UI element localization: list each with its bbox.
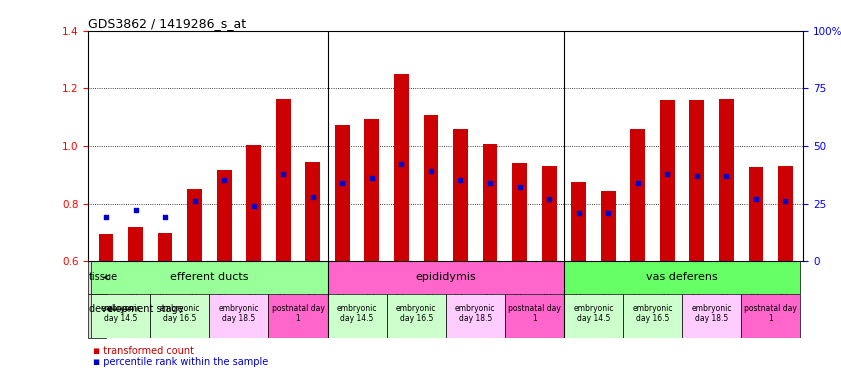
Bar bbox=[660, 101, 674, 261]
Bar bbox=[542, 166, 557, 261]
Text: postnatal day
1: postnatal day 1 bbox=[744, 304, 797, 323]
Bar bbox=[453, 129, 468, 261]
Bar bbox=[387, 294, 446, 338]
Point bbox=[247, 203, 261, 209]
Point bbox=[542, 196, 556, 202]
Text: vas deferens: vas deferens bbox=[646, 272, 718, 283]
Bar bbox=[268, 294, 328, 338]
Point bbox=[365, 175, 378, 181]
Bar bbox=[682, 294, 741, 338]
Point bbox=[631, 180, 644, 186]
Point bbox=[513, 184, 526, 190]
Point bbox=[484, 180, 497, 186]
Bar bbox=[394, 74, 409, 261]
Bar bbox=[571, 182, 586, 261]
Text: ◾ transformed count: ◾ transformed count bbox=[93, 346, 193, 356]
Point bbox=[572, 210, 585, 216]
Bar bbox=[88, 294, 106, 338]
Bar bbox=[563, 294, 623, 338]
Text: GDS3862 / 1419286_s_at: GDS3862 / 1419286_s_at bbox=[88, 17, 246, 30]
Bar bbox=[748, 167, 764, 261]
Text: embryonic
day 14.5: embryonic day 14.5 bbox=[101, 304, 141, 323]
Text: embryonic
day 18.5: embryonic day 18.5 bbox=[219, 304, 259, 323]
Point bbox=[660, 170, 674, 177]
Bar bbox=[88, 261, 106, 294]
Text: embryonic
day 14.5: embryonic day 14.5 bbox=[574, 304, 614, 323]
Bar bbox=[741, 294, 800, 338]
Bar bbox=[217, 169, 231, 261]
Bar bbox=[305, 162, 320, 261]
Bar bbox=[778, 166, 793, 261]
Text: tissue: tissue bbox=[89, 272, 118, 283]
Bar bbox=[276, 99, 291, 261]
Bar bbox=[92, 261, 328, 294]
Bar bbox=[328, 294, 387, 338]
Bar bbox=[719, 99, 733, 261]
Bar bbox=[563, 261, 800, 294]
Bar bbox=[128, 227, 143, 261]
Text: embryonic
day 16.5: embryonic day 16.5 bbox=[396, 304, 436, 323]
Point bbox=[394, 161, 408, 167]
Point bbox=[99, 214, 113, 220]
Point bbox=[158, 214, 172, 220]
Bar bbox=[483, 144, 497, 261]
Bar bbox=[328, 261, 563, 294]
Bar bbox=[424, 115, 438, 261]
Text: efferent ducts: efferent ducts bbox=[170, 272, 249, 283]
Point bbox=[336, 180, 349, 186]
Bar bbox=[335, 125, 350, 261]
Text: postnatal day
1: postnatal day 1 bbox=[508, 304, 561, 323]
Bar bbox=[690, 101, 704, 261]
Point bbox=[129, 207, 142, 214]
Text: embryonic
day 14.5: embryonic day 14.5 bbox=[337, 304, 378, 323]
Bar bbox=[92, 294, 151, 338]
Bar bbox=[158, 233, 172, 261]
Bar bbox=[446, 294, 505, 338]
Bar bbox=[512, 163, 527, 261]
Bar bbox=[631, 129, 645, 261]
Bar bbox=[151, 294, 209, 338]
Bar bbox=[246, 145, 261, 261]
Text: embryonic
day 18.5: embryonic day 18.5 bbox=[455, 304, 495, 323]
Point bbox=[188, 198, 201, 204]
Bar bbox=[505, 294, 563, 338]
Point bbox=[601, 210, 615, 216]
Text: epididymis: epididymis bbox=[415, 272, 476, 283]
Bar bbox=[623, 294, 682, 338]
Point bbox=[690, 173, 704, 179]
Bar bbox=[98, 234, 114, 261]
Text: postnatal day
1: postnatal day 1 bbox=[272, 304, 325, 323]
Point bbox=[454, 177, 468, 184]
Text: embryonic
day 16.5: embryonic day 16.5 bbox=[160, 304, 200, 323]
Text: development stage: development stage bbox=[89, 304, 183, 314]
Bar bbox=[364, 119, 379, 261]
Point bbox=[424, 168, 437, 174]
Text: embryonic
day 16.5: embryonic day 16.5 bbox=[632, 304, 673, 323]
Point bbox=[749, 196, 763, 202]
Bar bbox=[188, 189, 202, 261]
Text: ◾ percentile rank within the sample: ◾ percentile rank within the sample bbox=[93, 357, 267, 367]
Point bbox=[306, 194, 320, 200]
Point bbox=[720, 173, 733, 179]
Bar bbox=[600, 191, 616, 261]
Point bbox=[218, 177, 231, 184]
Text: embryonic
day 18.5: embryonic day 18.5 bbox=[691, 304, 732, 323]
Point bbox=[277, 170, 290, 177]
Point bbox=[779, 198, 792, 204]
Bar bbox=[209, 294, 268, 338]
